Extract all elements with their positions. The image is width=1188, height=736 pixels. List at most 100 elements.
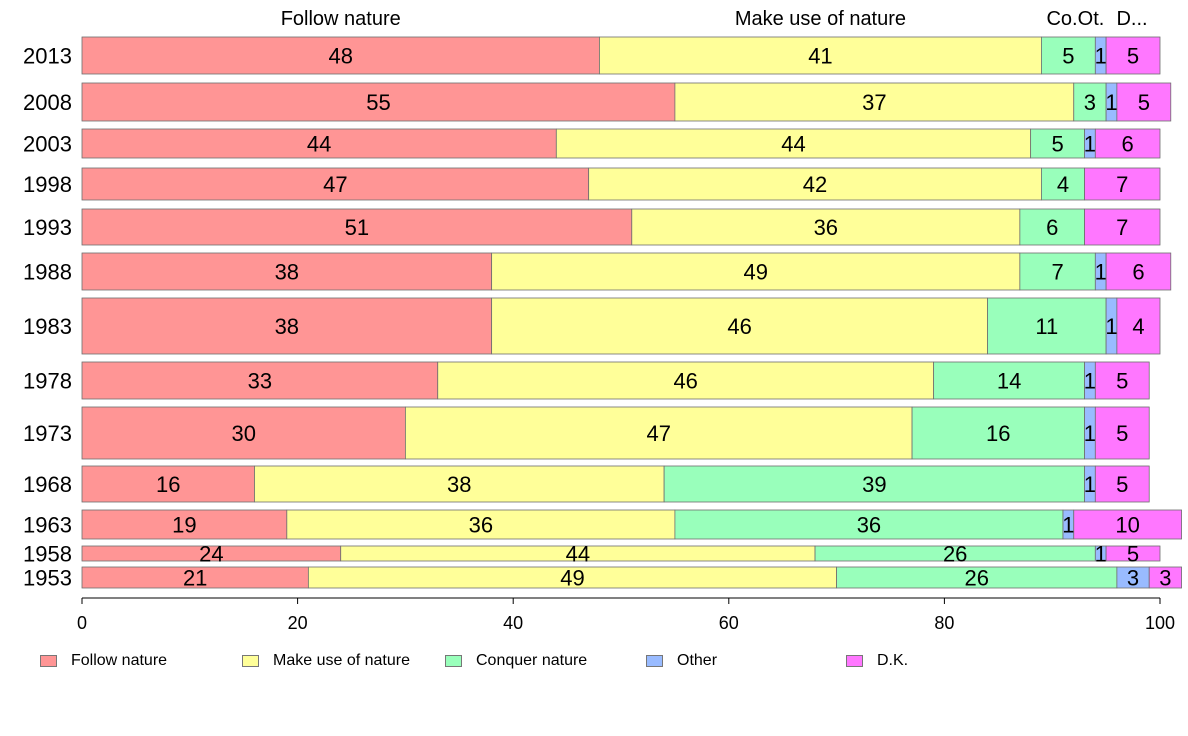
data-label: 5 bbox=[1127, 44, 1139, 69]
data-label: 30 bbox=[231, 421, 255, 446]
data-label: 36 bbox=[857, 513, 881, 538]
legend-label: Make use of nature bbox=[273, 652, 410, 669]
x-tick-label: 40 bbox=[503, 613, 523, 633]
legend-swatch bbox=[40, 655, 57, 667]
data-label: 5 bbox=[1116, 472, 1128, 497]
data-label: 3 bbox=[1084, 90, 1096, 115]
data-label: 38 bbox=[447, 472, 471, 497]
category-label-1953: 1953 bbox=[23, 566, 72, 591]
bar-segment-1978-d-k- bbox=[1094, 361, 1150, 400]
data-label: 3 bbox=[1159, 566, 1171, 591]
data-label: 10 bbox=[1115, 513, 1139, 538]
data-label: 41 bbox=[808, 44, 832, 69]
data-label: 21 bbox=[183, 566, 207, 591]
category-label-1978: 1978 bbox=[23, 369, 72, 394]
bar-segment-1993-d-k- bbox=[1084, 208, 1161, 246]
data-label: 5 bbox=[1116, 369, 1128, 394]
data-label: 11 bbox=[1035, 314, 1058, 339]
data-label: 51 bbox=[345, 215, 369, 240]
bar-segment-1993-make-use-of-nature bbox=[631, 208, 1021, 246]
data-label: 4 bbox=[1057, 172, 1069, 197]
category-label-2008: 2008 bbox=[23, 90, 72, 115]
bar-segment-1988-d-k- bbox=[1105, 252, 1172, 291]
data-label: 6 bbox=[1122, 132, 1134, 157]
x-tick-label: 20 bbox=[288, 613, 308, 633]
data-label: 26 bbox=[964, 566, 988, 591]
legend-swatch bbox=[242, 655, 259, 667]
bar-segment-2008-make-use-of-nature bbox=[674, 82, 1075, 122]
bar-segment-1978-make-use-of-nature bbox=[437, 361, 935, 400]
data-label: 1 bbox=[1084, 132, 1096, 157]
data-label: 5 bbox=[1051, 132, 1063, 157]
bar-segment-1978-conquer-nature bbox=[933, 361, 1085, 400]
bar-segment-1968-conquer-nature bbox=[663, 465, 1085, 503]
bar-segment-2013-conquer-nature bbox=[1041, 36, 1096, 75]
bar-segment-1983-make-use-of-nature bbox=[491, 297, 988, 355]
bar-segment-1993-conquer-nature bbox=[1019, 208, 1085, 246]
bar-segment-2008-d-k- bbox=[1116, 82, 1172, 122]
bar-segment-1963-follow-nature bbox=[81, 509, 288, 540]
x-tick-label: 60 bbox=[719, 613, 739, 633]
legend-item-follow-nature: Follow nature bbox=[40, 652, 167, 670]
data-label: 7 bbox=[1116, 172, 1128, 197]
data-label: 19 bbox=[172, 513, 196, 538]
bar-segment-1963-conquer-nature bbox=[674, 509, 1064, 540]
category-label-1993: 1993 bbox=[23, 215, 72, 240]
data-label: 5 bbox=[1138, 90, 1150, 115]
data-label: 1 bbox=[1084, 369, 1096, 394]
data-label: 42 bbox=[803, 172, 827, 197]
data-label: 33 bbox=[248, 369, 272, 394]
data-label: 47 bbox=[646, 421, 670, 446]
legend-item-make-use-of-nature: Make use of nature bbox=[242, 652, 410, 670]
bar-segment-1973-follow-nature bbox=[81, 406, 406, 460]
data-label: 36 bbox=[469, 513, 493, 538]
category-label-1988: 1988 bbox=[23, 260, 72, 285]
category-label-2003: 2003 bbox=[23, 132, 72, 157]
top-series-label: Co. bbox=[1046, 8, 1077, 30]
category-label-1963: 1963 bbox=[23, 513, 72, 538]
legend-label: Other bbox=[677, 652, 718, 669]
data-label: 5 bbox=[1127, 542, 1139, 567]
data-label: 1 bbox=[1095, 542, 1107, 567]
data-label: 7 bbox=[1116, 215, 1128, 240]
data-label: 55 bbox=[366, 90, 390, 115]
category-label-1958: 1958 bbox=[23, 542, 72, 567]
data-label: 1 bbox=[1095, 260, 1107, 285]
bar-segment-1988-follow-nature bbox=[81, 252, 493, 291]
data-label: 38 bbox=[275, 260, 299, 285]
bar-segment-1968-d-k- bbox=[1094, 465, 1150, 503]
legend-item-conquer-nature: Conquer nature bbox=[445, 652, 587, 670]
data-label: 4 bbox=[1132, 314, 1144, 339]
data-label: 1 bbox=[1095, 44, 1107, 69]
bar-segment-1963-d-k- bbox=[1073, 509, 1182, 540]
data-label: 46 bbox=[727, 314, 751, 339]
bar-segment-1998-conquer-nature bbox=[1041, 167, 1085, 201]
bar-segment-2003-follow-nature bbox=[81, 128, 557, 159]
category-label-1998: 1998 bbox=[23, 172, 72, 197]
category-label-2013: 2013 bbox=[23, 44, 72, 69]
legend-label: Follow nature bbox=[71, 652, 168, 669]
data-label: 1 bbox=[1084, 421, 1096, 446]
data-label: 44 bbox=[566, 542, 590, 567]
data-label: 48 bbox=[328, 44, 352, 69]
data-label: 44 bbox=[307, 132, 331, 157]
bar-segment-1973-make-use-of-nature bbox=[404, 406, 913, 460]
bar-segment-2013-make-use-of-nature bbox=[599, 36, 1042, 75]
data-label: 1 bbox=[1105, 314, 1117, 339]
data-label: 16 bbox=[156, 472, 180, 497]
data-label: 24 bbox=[199, 542, 223, 567]
data-label: 1 bbox=[1105, 90, 1117, 115]
top-series-label: Make use of nature bbox=[735, 8, 906, 30]
category-label-1983: 1983 bbox=[23, 314, 72, 339]
data-label: 37 bbox=[862, 90, 886, 115]
legend-item-d-k-: D.K. bbox=[846, 652, 908, 670]
bar-segment-1963-make-use-of-nature bbox=[286, 509, 676, 540]
data-label: 44 bbox=[781, 132, 805, 157]
bar-segment-1983-d-k- bbox=[1116, 297, 1161, 355]
bar-segment-1978-follow-nature bbox=[81, 361, 439, 400]
data-label: 49 bbox=[560, 566, 584, 591]
data-label: 5 bbox=[1062, 44, 1074, 69]
data-label: 47 bbox=[323, 172, 347, 197]
data-label: 46 bbox=[673, 369, 697, 394]
